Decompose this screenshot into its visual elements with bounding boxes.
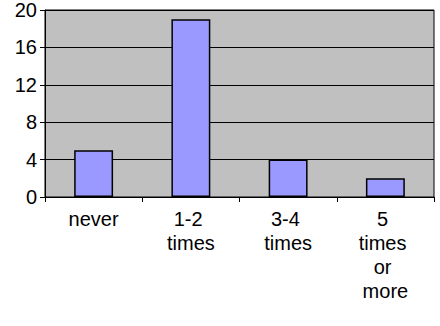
svg-text:0: 0 bbox=[26, 186, 37, 208]
svg-text:4: 4 bbox=[26, 149, 37, 171]
svg-text:1-2: 1-2 bbox=[174, 208, 208, 230]
svg-text:times: times bbox=[167, 232, 215, 254]
svg-text:20: 20 bbox=[15, 0, 37, 21]
svg-text:or: or bbox=[374, 256, 397, 278]
svg-text:3-4: 3-4 bbox=[271, 208, 305, 230]
svg-text:12: 12 bbox=[15, 74, 37, 96]
svg-text:times: times bbox=[264, 232, 312, 254]
svg-text:more: more bbox=[363, 280, 409, 302]
svg-text:8: 8 bbox=[26, 111, 37, 133]
svg-text:16: 16 bbox=[15, 36, 37, 58]
svg-text:5: 5 bbox=[377, 208, 394, 230]
svg-text:never: never bbox=[69, 208, 119, 230]
svg-text:times: times bbox=[359, 232, 412, 254]
